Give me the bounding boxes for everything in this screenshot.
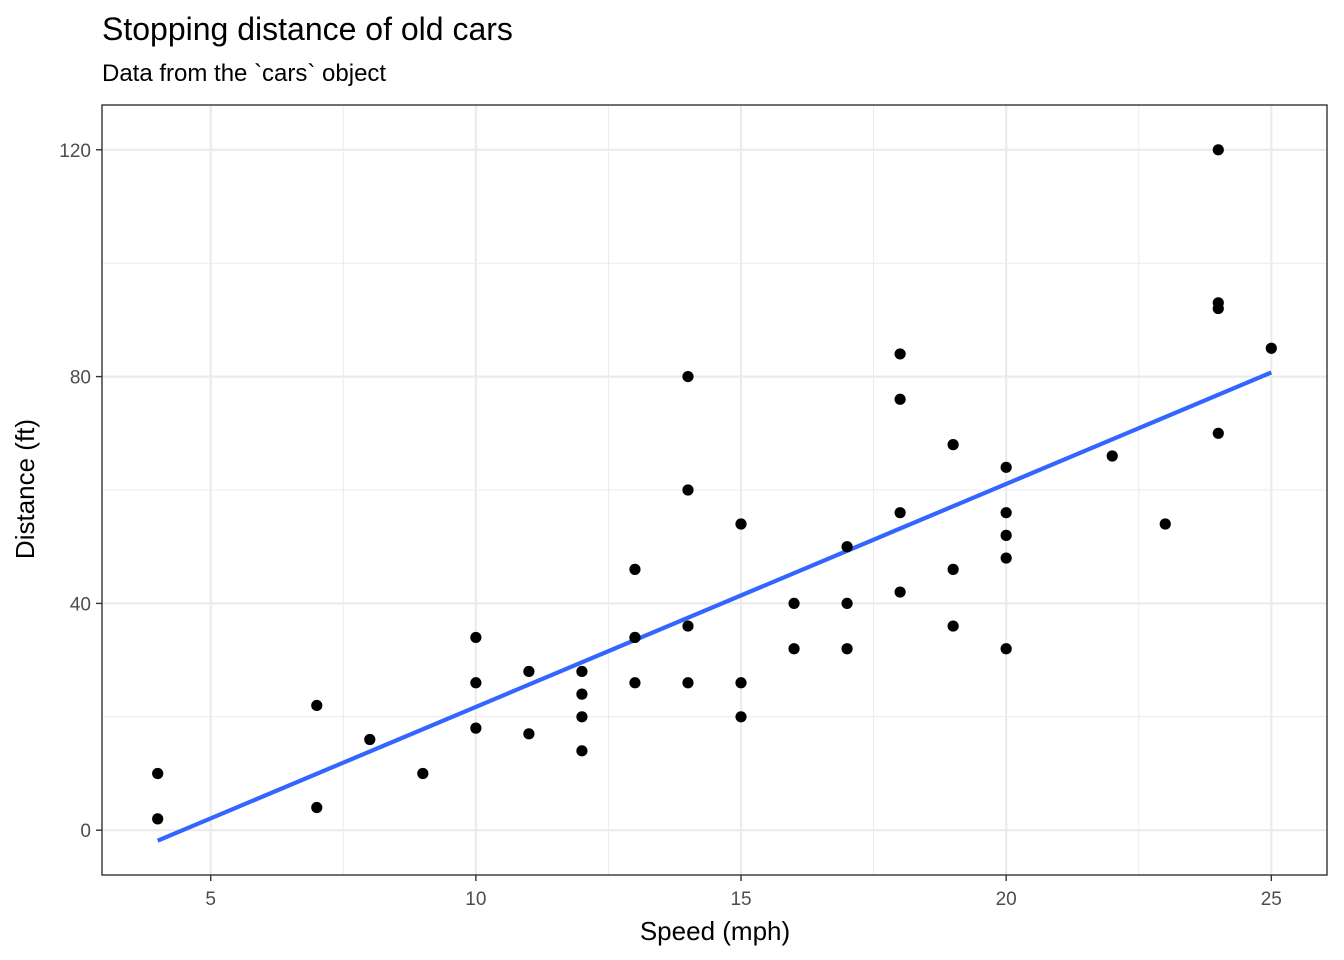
x-tick-label: 25: [1261, 889, 1282, 910]
x-tick-label: 10: [465, 889, 486, 910]
data-point: [523, 665, 535, 678]
data-point: [1000, 461, 1012, 473]
y-tick-label: 80: [70, 368, 91, 389]
x-tick-label: 15: [730, 889, 751, 910]
y-axis-ticks: 0 40 80 120: [59, 141, 102, 842]
data-point: [576, 665, 588, 678]
data-point: [1000, 643, 1012, 655]
panel-border: [101, 104, 1328, 876]
data-point: [682, 677, 694, 689]
data-point: [735, 711, 747, 723]
regression-line: [156, 370, 1273, 843]
data-point: [1106, 450, 1118, 462]
data-point: [947, 439, 959, 451]
x-axis-title: Speed (mph): [640, 916, 790, 946]
data-point: [470, 677, 482, 689]
data-point: [735, 518, 747, 530]
data-point: [735, 677, 747, 689]
data-point: [523, 728, 535, 740]
data-point: [841, 597, 853, 610]
data-point: [629, 631, 641, 644]
data-point: [1212, 297, 1224, 309]
data-point: [894, 507, 906, 519]
data-point: [894, 586, 906, 598]
data-point: [470, 722, 482, 734]
data-point: [841, 541, 853, 553]
data-point: [629, 677, 641, 689]
data-point: [1265, 342, 1277, 354]
data-point: [788, 597, 800, 610]
y-tick-label: 0: [80, 821, 91, 842]
data-point: [947, 620, 959, 632]
data-point: [364, 733, 376, 746]
data-point: [788, 643, 800, 655]
data-point: [682, 620, 694, 632]
data-point: [1212, 144, 1224, 156]
data-point: [629, 563, 641, 575]
data-points: [152, 144, 1277, 825]
data-point: [576, 688, 588, 700]
data-point: [894, 348, 906, 360]
data-point: [1212, 427, 1224, 439]
data-point: [841, 643, 853, 655]
grid-lines: [102, 105, 1327, 875]
data-point: [1000, 529, 1012, 541]
x-axis-ticks: 5 10 15 20 25: [205, 875, 1282, 910]
chart-subtitle: Data from the `cars` object: [102, 60, 386, 87]
data-point: [576, 711, 588, 723]
data-point: [1000, 507, 1012, 519]
data-point: [947, 563, 959, 575]
data-point: [576, 745, 588, 757]
data-point: [311, 699, 323, 712]
y-axis-title: Distance (ft): [10, 419, 40, 559]
y-tick-label: 40: [70, 594, 91, 615]
data-point: [417, 767, 429, 780]
x-tick-label: 5: [205, 889, 216, 910]
data-point: [682, 370, 694, 383]
x-tick-label: 20: [996, 889, 1017, 910]
y-tick-label: 120: [59, 141, 91, 162]
data-point: [682, 484, 694, 496]
data-point: [311, 801, 323, 814]
data-point: [152, 813, 164, 825]
data-point: [470, 631, 482, 644]
data-point: [152, 767, 164, 780]
data-point: [894, 393, 906, 405]
data-point: [1000, 552, 1012, 564]
chart-title: Stopping distance of old cars: [102, 11, 513, 47]
regression-line-layer: [156, 370, 1273, 843]
data-point: [1159, 518, 1171, 530]
